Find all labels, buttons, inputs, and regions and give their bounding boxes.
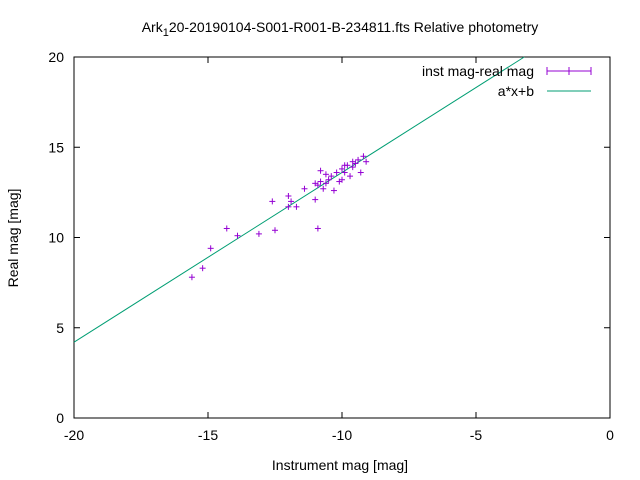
data-point — [330, 187, 337, 194]
y-tick-label: 5 — [56, 320, 64, 336]
data-point — [285, 203, 292, 210]
data-point — [347, 173, 354, 180]
data-point — [339, 165, 345, 172]
data-point — [357, 169, 364, 176]
data-point — [288, 198, 295, 205]
data-point — [341, 162, 348, 169]
data-point — [349, 164, 356, 171]
data-points-layer — [188, 153, 370, 281]
chart-title: Ark120-20190104-S001-R001-B-234811.fts R… — [142, 19, 539, 39]
data-point — [360, 153, 367, 160]
x-tick-label: 0 — [606, 427, 614, 443]
data-point — [349, 158, 356, 165]
chart-title-rest: 20-20190104-S001-R001-B-234811.fts Relat… — [169, 19, 538, 35]
data-point — [269, 198, 276, 205]
data-point — [314, 225, 321, 232]
plot-frame — [73, 56, 611, 419]
y-tick-label: 15 — [48, 139, 64, 155]
y-axis-label: Real mag [mag] — [5, 189, 21, 288]
data-point — [322, 171, 329, 178]
legend-label-fit: a*x+b — [498, 83, 534, 99]
data-point — [328, 173, 335, 180]
data-point — [317, 167, 324, 174]
fit-line — [73, 56, 525, 343]
chart-title-main: Ark — [142, 19, 164, 35]
y-tick-label: 10 — [48, 230, 64, 246]
y-tick-label: 0 — [56, 410, 64, 426]
legend-swatch-points — [546, 67, 592, 75]
data-point — [293, 203, 300, 210]
fit-line-layer — [73, 56, 525, 343]
data-point — [255, 230, 262, 237]
data-point — [312, 196, 319, 203]
axis-ticks: -20 -15 -10 -5 0 0 5 10 15 20 — [48, 49, 614, 443]
data-point — [333, 169, 340, 176]
data-point — [188, 274, 195, 281]
data-point — [272, 227, 278, 234]
data-point — [234, 232, 241, 239]
data-point — [314, 182, 321, 189]
x-axis-label: Instrument mag [mag] — [272, 457, 408, 473]
data-point — [223, 225, 230, 232]
data-point — [207, 245, 214, 252]
x-tick-label: -20 — [64, 427, 84, 443]
data-point — [317, 178, 324, 185]
data-point — [325, 176, 332, 183]
x-tick-label: -5 — [470, 427, 483, 443]
data-point — [199, 265, 206, 272]
x-tick-label: -10 — [332, 427, 352, 443]
data-point — [301, 185, 308, 192]
y-tick-label: 20 — [48, 49, 64, 65]
chart-title-subscript: 1 — [163, 27, 169, 39]
data-point — [339, 176, 345, 183]
data-point — [322, 180, 329, 187]
x-tick-label: -15 — [198, 427, 218, 443]
legend-label-points: inst mag-real mag — [422, 63, 534, 79]
data-point — [320, 185, 327, 192]
data-point — [341, 169, 348, 176]
data-point — [285, 192, 292, 199]
legend: inst mag-real mag a*x+b — [422, 63, 592, 99]
data-point — [363, 158, 370, 165]
data-point — [355, 156, 362, 163]
